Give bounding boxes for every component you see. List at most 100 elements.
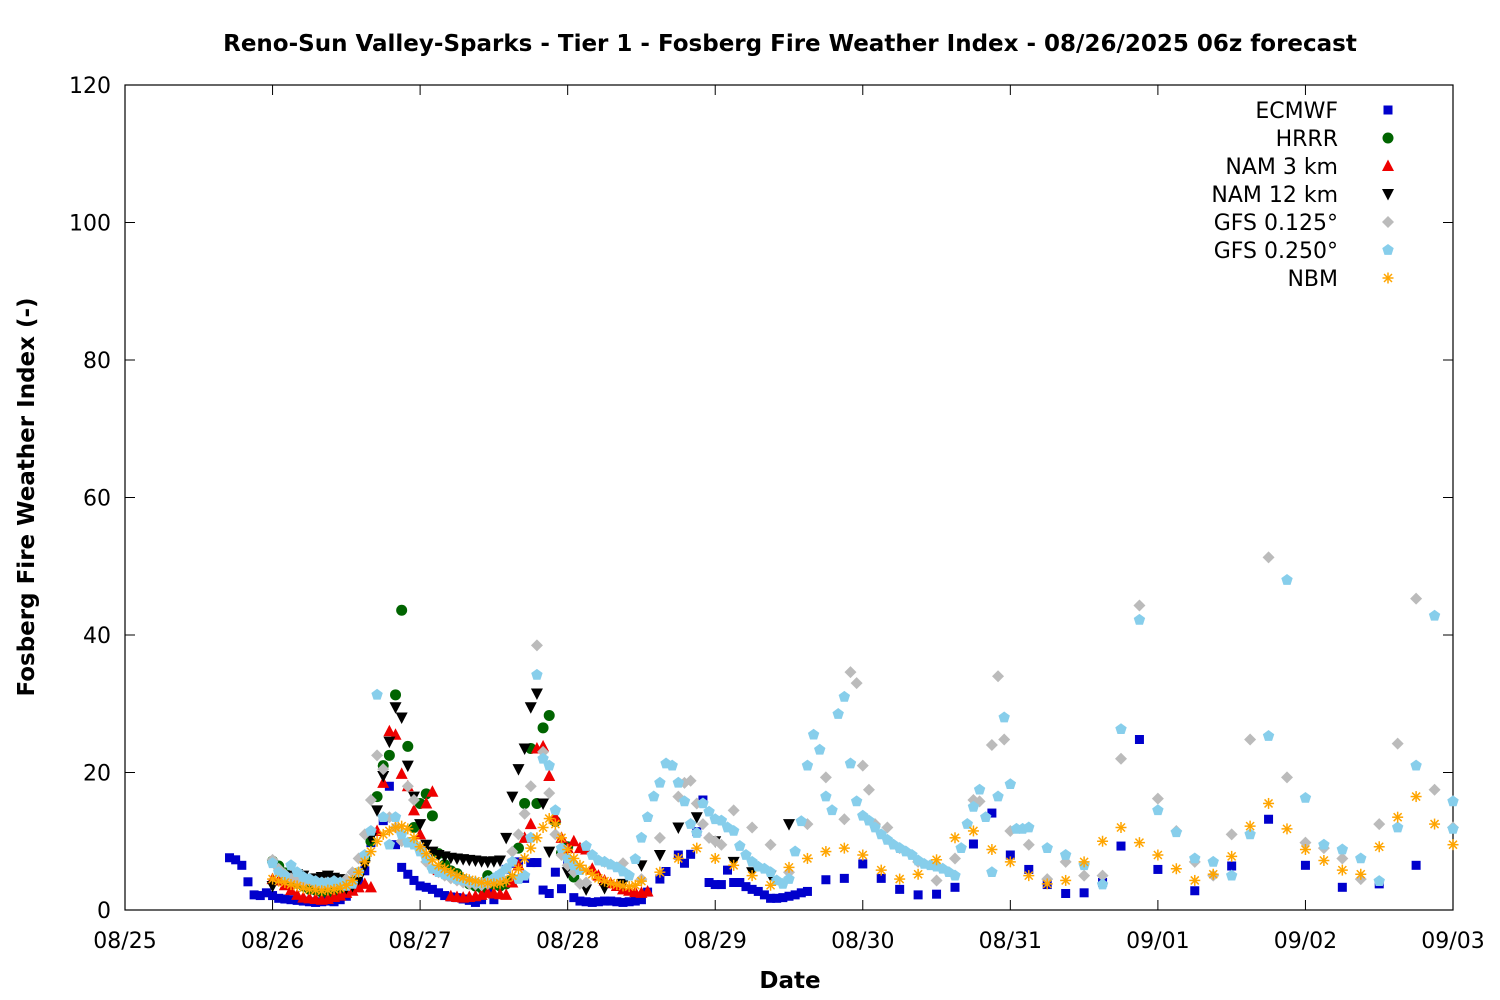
data-point [586, 868, 598, 880]
data-point [470, 897, 480, 907]
data-point [1410, 592, 1423, 605]
data-point [537, 798, 550, 810]
data-point [359, 856, 371, 868]
data-point [844, 666, 857, 679]
data-point [1041, 878, 1053, 890]
data-point [543, 759, 555, 771]
data-point [384, 781, 394, 791]
data-point [1336, 843, 1349, 855]
data-point [383, 749, 395, 761]
legend-label: NBM [1287, 267, 1338, 292]
data-point [858, 859, 868, 869]
data-point [1281, 771, 1293, 784]
data-point [340, 879, 352, 891]
data-point [1244, 733, 1257, 746]
data-point [950, 882, 960, 892]
x-tick-label: 08/31 [979, 929, 1042, 954]
data-point [365, 846, 377, 858]
data-point [789, 845, 801, 857]
data-point [1115, 822, 1127, 833]
data-point [1115, 752, 1127, 765]
data-point [630, 896, 640, 906]
data-point [1429, 818, 1441, 830]
data-point [655, 874, 665, 884]
data-point [1428, 783, 1441, 796]
data-point [353, 866, 365, 878]
data-point [261, 888, 271, 898]
data-point [1207, 868, 1219, 880]
data-point [783, 873, 795, 884]
data-point [1336, 852, 1349, 865]
data-point [1410, 759, 1422, 771]
y-tick-label: 0 [97, 899, 111, 924]
data-point [409, 875, 419, 885]
data-point [1264, 814, 1274, 824]
data-point [1059, 849, 1072, 860]
data-point [1225, 869, 1238, 881]
data-point [538, 885, 548, 895]
data-point [358, 877, 371, 889]
data-point [746, 870, 758, 882]
data-point [766, 893, 776, 903]
legend-marker [1382, 189, 1394, 201]
data-point [881, 821, 894, 834]
data-point [389, 702, 402, 714]
data-point [544, 889, 554, 898]
data-point [641, 884, 654, 897]
data-point [955, 842, 967, 853]
y-tick-label: 80 [83, 349, 111, 374]
data-point [716, 880, 726, 890]
data-point [537, 722, 549, 734]
data-point [654, 866, 666, 878]
data-point [383, 838, 396, 850]
data-point [285, 879, 297, 891]
data-point [611, 879, 623, 891]
data-point [364, 794, 377, 806]
data-point [735, 878, 745, 887]
x-tick-label: 09/02 [1274, 929, 1337, 954]
data-point [1428, 609, 1441, 621]
data-point [992, 790, 1004, 802]
data-point [790, 890, 800, 900]
data-point [1133, 837, 1145, 849]
data-point [532, 858, 542, 868]
data-point [494, 855, 507, 867]
data-point [740, 849, 752, 860]
data-point [1041, 842, 1053, 853]
data-point [506, 845, 519, 858]
data-point [408, 832, 420, 844]
data-point [723, 865, 733, 875]
legend-marker [1382, 132, 1394, 144]
data-point [512, 764, 525, 776]
data-point [518, 743, 531, 755]
data-point [1096, 869, 1109, 882]
y-tick-label: 20 [83, 762, 111, 787]
legend-label: NAM 3 km [1225, 155, 1338, 180]
data-point [727, 824, 740, 836]
data-point [402, 740, 414, 752]
data-point [1299, 844, 1311, 855]
data-point [832, 708, 844, 719]
data-point [1411, 860, 1421, 870]
data-point [641, 811, 654, 823]
data-point [697, 797, 709, 809]
data-point [666, 759, 678, 771]
data-point [402, 823, 414, 835]
data-point [862, 783, 875, 796]
data-point [728, 859, 740, 871]
data-point [838, 690, 851, 702]
data-point [1244, 828, 1256, 840]
data-point [543, 769, 556, 781]
data-point [727, 804, 740, 817]
data-point [1153, 864, 1163, 874]
data-point [1299, 791, 1312, 803]
data-point [1189, 874, 1201, 886]
data-point [249, 890, 259, 900]
data-point [414, 819, 427, 831]
data-point [802, 886, 812, 896]
data-point [1373, 818, 1386, 831]
data-point [839, 873, 849, 883]
data-point [401, 760, 414, 773]
data-point [549, 818, 561, 830]
data-point [753, 886, 763, 896]
